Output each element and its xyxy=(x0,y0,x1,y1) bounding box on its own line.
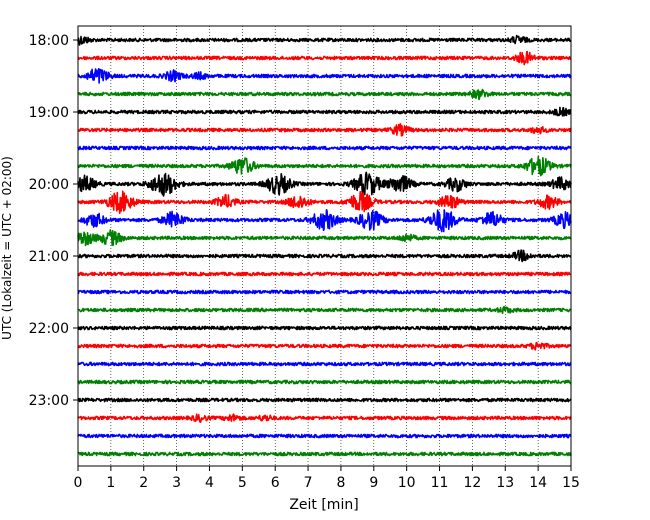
x-tick-label: 2 xyxy=(139,475,148,491)
y-axis: 18:00 19:00 20:00 21:00 22:00 23:00 xyxy=(29,33,78,409)
trace-line-1900 xyxy=(77,106,572,117)
trace-line-2300 xyxy=(77,397,572,403)
x-tick-label: 8 xyxy=(336,475,345,491)
trace-line-2115 xyxy=(77,271,572,277)
x-tick-label: 15 xyxy=(562,475,580,491)
trace-layer xyxy=(77,34,572,457)
trace-line-2100 xyxy=(77,249,572,263)
x-tick-label: 14 xyxy=(529,475,547,491)
trace-line-1915 xyxy=(77,123,572,137)
x-axis: 0 1 2 3 4 5 6 7 8 9 10 11 12 13 14 15 xyxy=(74,466,580,491)
trace-line-2315 xyxy=(77,413,572,423)
y-tick-label: 18:00 xyxy=(29,33,69,49)
trace-line-2030 xyxy=(77,208,572,233)
y-tick-label: 22:00 xyxy=(29,321,69,337)
x-tick-label: 7 xyxy=(304,475,313,491)
x-tick-label: 3 xyxy=(172,475,181,491)
plot-frame xyxy=(77,25,572,467)
y-tick-label: 23:00 xyxy=(29,393,69,409)
trace-line-2045 xyxy=(77,229,572,247)
x-tick-label: 0 xyxy=(74,475,83,491)
x-tick-label: 1 xyxy=(106,475,115,491)
x-tick-label: 5 xyxy=(238,475,247,491)
trace-line-1830 xyxy=(77,68,572,84)
x-tick-label: 6 xyxy=(271,475,280,491)
y-tick-label: 20:00 xyxy=(29,177,69,193)
grid-layer xyxy=(110,26,539,466)
trace-line-1845 xyxy=(77,88,572,101)
trace-line-2200 xyxy=(77,325,572,331)
trace-line-1945 xyxy=(77,155,572,177)
trace-line-2000 xyxy=(77,171,572,197)
x-tick-label: 9 xyxy=(369,475,378,491)
trace-line-1815 xyxy=(77,50,572,66)
trace-line-2130 xyxy=(77,289,572,295)
trace-line-1930 xyxy=(77,145,572,151)
trace-line-2245 xyxy=(77,379,572,385)
x-axis-label: Zeit [min] xyxy=(289,497,358,513)
y-tick-label: 21:00 xyxy=(29,249,69,265)
trace-line-2215 xyxy=(77,341,572,351)
x-tick-label: 13 xyxy=(496,475,514,491)
trace-line-2230 xyxy=(77,361,572,367)
y-tick-label: 19:00 xyxy=(29,105,69,121)
trace-line-2145 xyxy=(77,305,572,315)
x-tick-label: 10 xyxy=(398,475,416,491)
y-axis-label: UTC (Lokalzeit = UTC + 02:00) xyxy=(0,156,14,340)
trace-line-2330 xyxy=(77,433,572,439)
trace-line-1800 xyxy=(77,34,572,46)
trace-line-2015 xyxy=(77,190,572,215)
trace-line-2345 xyxy=(77,451,572,457)
x-tick-label: 12 xyxy=(463,475,481,491)
x-tick-label: 4 xyxy=(205,475,214,491)
x-tick-label: 11 xyxy=(431,475,449,491)
